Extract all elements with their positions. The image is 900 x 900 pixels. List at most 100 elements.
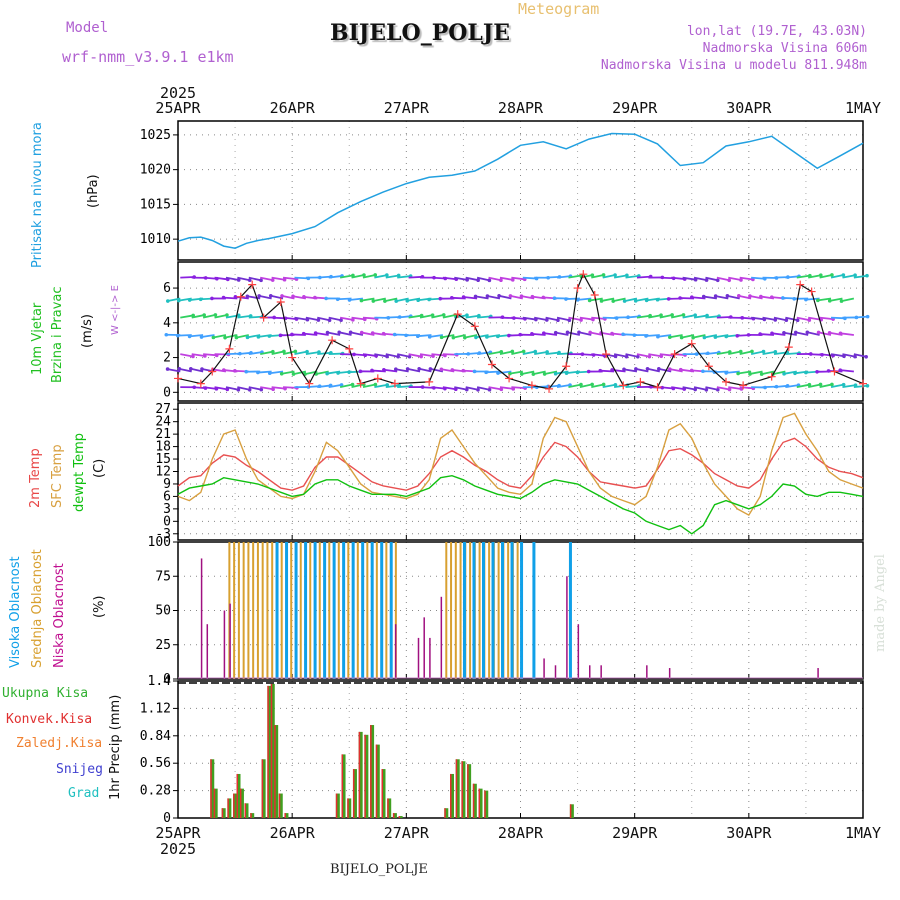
cloud-bar-mid	[271, 542, 274, 679]
wind-arrow-head	[305, 349, 309, 354]
wind-arrow	[772, 370, 786, 375]
wind-arrow-head	[838, 331, 843, 336]
wind-arrow	[738, 294, 752, 300]
wind-arrow-head	[724, 334, 729, 339]
wind-arrow-head	[247, 278, 252, 283]
wind-arrow-head	[853, 354, 857, 359]
wind-arrow	[624, 297, 638, 303]
wind-arrow	[751, 276, 765, 280]
temp-dewpt-line	[177, 474, 864, 535]
legend-snijeg: Snijeg	[56, 762, 103, 777]
wind-arrow	[728, 350, 741, 355]
cloud-bar-mid	[299, 542, 302, 679]
cloud-bar-mid	[478, 542, 481, 679]
wind-arrow	[853, 274, 868, 279]
wind-arrow-head	[347, 370, 351, 374]
precip-bar	[239, 788, 244, 818]
wind-arrow-head	[259, 278, 263, 283]
wind-arrow	[351, 383, 365, 388]
wind-arrow-head	[818, 382, 823, 387]
wind-arrow	[349, 297, 364, 301]
wind-arrow	[317, 384, 331, 388]
wind-arrow	[705, 386, 718, 391]
wind-arrow-head	[545, 350, 549, 354]
wind-arrow	[281, 295, 295, 300]
wind-arrow	[840, 332, 854, 336]
wind-arrow-head	[713, 294, 718, 298]
y-tick-label: 18	[155, 440, 171, 455]
wind-arrow-head	[564, 371, 569, 375]
wind-arrow-head	[575, 370, 580, 375]
cloud-bar-high	[351, 542, 355, 679]
wind-arrow	[521, 370, 535, 375]
precip-bar	[364, 734, 369, 818]
wind-speed-marker	[796, 280, 805, 289]
wind-arrow	[771, 332, 786, 336]
precip-bar	[569, 804, 574, 818]
wind-arrow	[511, 276, 525, 281]
cloud-bar-mid	[280, 542, 283, 679]
wind-arrow	[625, 385, 640, 388]
precip-bar	[261, 759, 266, 818]
wind-arrow	[419, 314, 433, 319]
wind-arrow-head	[244, 369, 249, 374]
precip-bar	[236, 773, 241, 818]
wind-arrow	[727, 294, 740, 300]
precip-bar	[213, 788, 218, 818]
wind-arrow-head	[865, 383, 870, 388]
wind-arrow-head	[530, 332, 534, 336]
precip-bar-conv	[347, 798, 349, 818]
precip-bar	[387, 798, 392, 818]
cloud-bar-high	[342, 542, 346, 679]
y-tick-label: 21	[155, 427, 171, 442]
wind-speed-marker	[276, 297, 285, 306]
wind-arrow-head	[704, 278, 709, 282]
wind-arrow-head	[621, 332, 625, 337]
wind-arrow	[728, 276, 742, 281]
wind-arrow-head	[622, 367, 626, 372]
wind-arrow-head	[177, 367, 182, 371]
wind-arrow	[715, 295, 729, 300]
wind-arrow-head	[689, 368, 694, 373]
wind-arrow	[167, 297, 181, 302]
wind-arrow-head	[256, 370, 260, 375]
precip-bar-conv	[284, 813, 286, 818]
wind-speed-marker	[196, 379, 205, 388]
wind-arrow	[671, 314, 684, 319]
wind-arrow	[498, 294, 512, 300]
wind-arrow-head	[838, 368, 843, 372]
x-tick-label-bottom: 26APR	[270, 824, 316, 842]
wind-arrow	[556, 316, 570, 322]
precip-bar-conv	[381, 769, 383, 818]
x-tick-label-bottom: 28APR	[498, 824, 544, 842]
wind-arrow-head	[465, 313, 469, 318]
precip-bar	[370, 725, 375, 818]
wind-arrow-head	[199, 335, 204, 339]
wind-arrow-head	[531, 372, 536, 376]
wind-arrow-head	[337, 330, 342, 335]
wind-arrow-head	[508, 294, 513, 298]
cloud-bar-low	[577, 624, 580, 679]
wind-arrow-head	[622, 299, 627, 303]
wind-arrow-head	[816, 298, 820, 303]
wind-arrow	[305, 316, 319, 321]
precip-bar-conv	[244, 803, 246, 818]
wind-arrow	[236, 334, 249, 339]
wind-arrow-head	[245, 294, 250, 299]
wind-arrow	[327, 331, 341, 336]
wind-arrow	[577, 297, 592, 301]
wind-arrow-head	[579, 318, 583, 322]
cloud-bar-low	[646, 665, 648, 679]
wind-arrow	[545, 316, 559, 322]
y-tick-label: 1020	[140, 163, 171, 178]
wind-arrow-head	[644, 334, 648, 338]
wind-arrow	[808, 383, 821, 388]
wind-arrow-head	[542, 372, 547, 376]
wind-arrow-head	[659, 313, 663, 318]
wind-arrow-head	[782, 330, 786, 335]
wind-arrow	[636, 314, 651, 319]
wind-arrow	[842, 384, 856, 388]
cloud-bar-mid	[256, 542, 259, 679]
wind-arrow	[213, 334, 227, 339]
